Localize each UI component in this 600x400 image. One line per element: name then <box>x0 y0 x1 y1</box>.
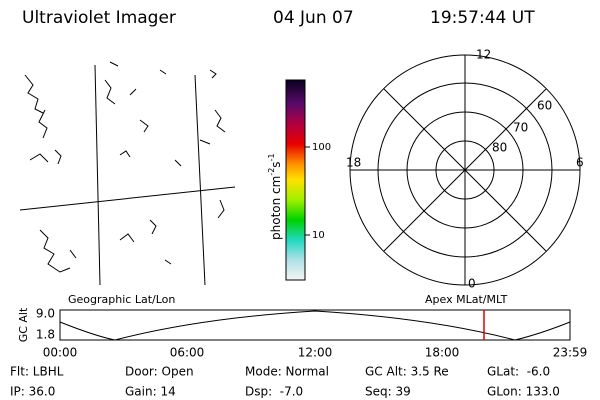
colorbar-exp: -1 <box>267 153 276 161</box>
x-tick-label: 12:00 <box>298 346 333 360</box>
status-field: IP: 36.0 <box>10 385 55 399</box>
status-field: Dsp: -7.0 <box>245 385 303 399</box>
colorbar-unit: s <box>269 161 283 167</box>
panel-title: Apex MLat/MLT <box>425 293 508 306</box>
lat-label: 60 <box>537 99 552 113</box>
instrument: Ultraviolet Imager <box>22 8 176 28</box>
y-tick-label: 1.8 <box>36 328 55 342</box>
status-field: Flt: LBHL <box>10 365 64 379</box>
colorbar-tick-label: 100 <box>312 142 331 153</box>
x-tick-label: 18:00 <box>425 346 460 360</box>
status-field: Seq: 39 <box>365 385 411 399</box>
colorbar-tick-label: 10 <box>312 230 325 241</box>
y-tick-label: 9.0 <box>36 307 55 321</box>
x-tick-label: 06:00 <box>170 346 205 360</box>
x-tick-label: 00:00 <box>43 346 78 360</box>
altitude-curve <box>59 310 571 341</box>
mlt-label: 6 <box>576 156 584 170</box>
panel-title: Geographic Lat/Lon <box>68 293 175 306</box>
colorbar-label: photon cm-2s-1 <box>267 153 283 240</box>
date: 04 Jun 07 <box>273 8 354 28</box>
altitude-frame <box>59 309 571 341</box>
mlt-label: 18 <box>346 156 361 170</box>
status-field: GLat: -6.0 <box>487 365 550 379</box>
status-field: Door: Open <box>125 365 194 379</box>
polar-grid <box>349 54 581 286</box>
colorbar-exp: -2 <box>267 168 276 176</box>
time: 19:57:44 UT <box>430 8 535 28</box>
status-field: GLon: 133.0 <box>487 385 560 399</box>
mlt-label: 0 <box>468 277 476 291</box>
lat-label: 70 <box>513 121 528 135</box>
colorbar-unit: photon cm <box>269 176 283 240</box>
status-field: GC Alt: 3.5 Re <box>365 365 449 379</box>
y-axis-label: GC Alt <box>17 307 30 342</box>
x-tick-label: 23:59 <box>553 346 588 360</box>
mlt-label: 12 <box>476 48 491 62</box>
status-field: Gain: 14 <box>125 385 176 399</box>
status: Flt: LBHL Door: Open Mode: Normal GC Alt: 3… <box>10 365 560 399</box>
lat-label: 80 <box>492 141 507 155</box>
map-outlines <box>19 61 236 286</box>
colorbar <box>285 79 306 281</box>
status-field: Mode: Normal <box>245 365 329 379</box>
